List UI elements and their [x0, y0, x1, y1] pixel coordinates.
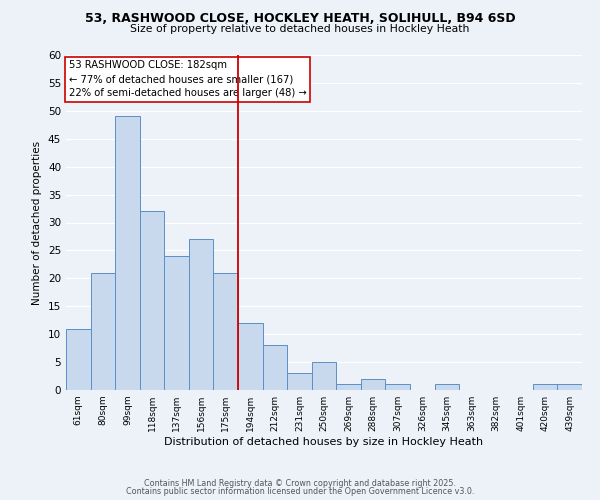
- Bar: [91, 273, 115, 390]
- Text: 53 RASHWOOD CLOSE: 182sqm
← 77% of detached houses are smaller (167)
22% of semi: 53 RASHWOOD CLOSE: 182sqm ← 77% of detac…: [68, 60, 307, 98]
- Bar: [287, 373, 312, 390]
- Text: 53, RASHWOOD CLOSE, HOCKLEY HEATH, SOLIHULL, B94 6SD: 53, RASHWOOD CLOSE, HOCKLEY HEATH, SOLIH…: [85, 12, 515, 26]
- Bar: [238, 323, 263, 390]
- Text: Contains public sector information licensed under the Open Government Licence v3: Contains public sector information licen…: [126, 487, 474, 496]
- Bar: [263, 346, 287, 390]
- Text: Contains HM Land Registry data © Crown copyright and database right 2025.: Contains HM Land Registry data © Crown c…: [144, 478, 456, 488]
- Bar: [115, 116, 140, 390]
- Bar: [214, 273, 238, 390]
- Bar: [434, 384, 459, 390]
- Bar: [189, 240, 214, 390]
- Y-axis label: Number of detached properties: Number of detached properties: [32, 140, 43, 304]
- Bar: [533, 384, 557, 390]
- X-axis label: Distribution of detached houses by size in Hockley Heath: Distribution of detached houses by size …: [164, 437, 484, 447]
- Bar: [140, 212, 164, 390]
- Bar: [361, 379, 385, 390]
- Bar: [336, 384, 361, 390]
- Bar: [557, 384, 582, 390]
- Bar: [66, 328, 91, 390]
- Text: Size of property relative to detached houses in Hockley Heath: Size of property relative to detached ho…: [130, 24, 470, 34]
- Bar: [385, 384, 410, 390]
- Bar: [164, 256, 189, 390]
- Bar: [312, 362, 336, 390]
